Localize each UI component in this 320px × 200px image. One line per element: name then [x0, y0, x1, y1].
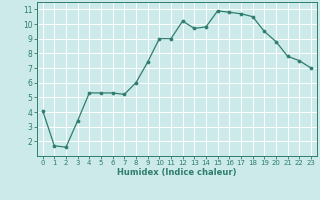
X-axis label: Humidex (Indice chaleur): Humidex (Indice chaleur)	[117, 168, 236, 177]
